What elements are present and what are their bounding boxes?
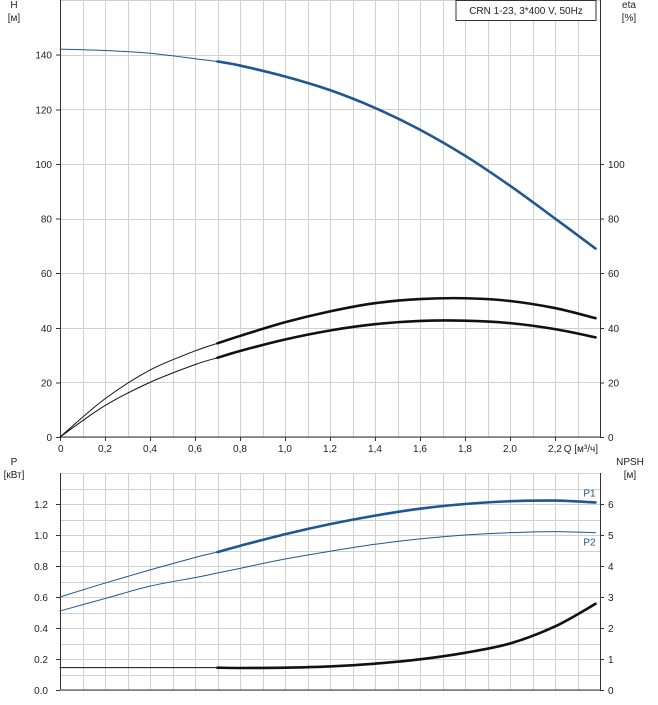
x-tick-label: 1,6 — [413, 444, 427, 455]
y-tick-label-left-bottom: 1.2 — [34, 500, 48, 511]
x-tick-label: 0,2 — [98, 444, 112, 455]
y-tick-label-left: 60 — [41, 269, 53, 280]
title-box-text: CRN 1-23, 3*400 V, 50Hz — [469, 6, 583, 17]
y-tick-label-left: 20 — [41, 378, 53, 389]
x-tick-label: 0,8 — [233, 444, 247, 455]
y-tick-label-right-bottom: 4 — [608, 562, 614, 573]
y-axis-label-left-bottom-unit: [кВт] — [4, 470, 25, 481]
grid-layer — [60, 0, 601, 691]
y-axis-label-right-bottom-unit: [м] — [624, 470, 637, 481]
axis-layer — [56, 0, 604, 691]
y-tick-label-right: 100 — [608, 160, 625, 171]
curve-p1-thin — [59, 551, 218, 598]
x-axis-label: Q [м³/ч] — [564, 444, 599, 455]
curve-eta-lower — [216, 319, 597, 360]
y-tick-label-right: 80 — [608, 215, 620, 226]
label-layer: 0 0,2 0,4 0,6 0,8 1,0 1,2 1,4 1,6 1,8 2,0 2,2 Q [м³/… — [4, 0, 644, 697]
y-tick-label-left: 120 — [35, 105, 52, 116]
y-tick-label-left: 140 — [35, 51, 52, 62]
x-tick-label: 1,2 — [323, 444, 337, 455]
y-tick-label-left: 80 — [41, 215, 53, 226]
y-tick-label-right-bottom: 5 — [608, 531, 614, 542]
y-tick-label-left: 100 — [35, 160, 52, 171]
x-tick-label: 0,4 — [143, 444, 157, 455]
y-tick-label-right-bottom: 0 — [608, 686, 614, 697]
y-tick-label-right-bottom: 1 — [608, 655, 614, 666]
curve-npsh — [216, 602, 597, 670]
y-tick-label-left: 0 — [46, 433, 52, 444]
curve-eta-upper-thin — [59, 342, 218, 438]
y-tick-label-right: 0 — [608, 433, 614, 444]
curve-h-thin — [59, 48, 218, 62]
series-label-p2: P2 — [583, 538, 596, 549]
x-tick-label: 2,0 — [503, 444, 517, 455]
x-tick-label: 1,8 — [458, 444, 472, 455]
y-axis-label-right-name: eta — [622, 0, 636, 11]
x-tick-label: 1,0 — [278, 444, 292, 455]
y-tick-label-left-bottom: 1.0 — [34, 531, 48, 542]
curve-p1 — [216, 499, 597, 554]
y-tick-label-right-bottom: 6 — [608, 500, 614, 511]
y-axis-label-left-unit: [м] — [8, 13, 21, 24]
y-tick-label-left: 40 — [41, 324, 53, 335]
y-tick-label-right: 20 — [608, 378, 620, 389]
curve-eta-lower-thin — [59, 357, 218, 438]
curve-eta-upper — [216, 296, 597, 345]
y-axis-label-right-bottom-name: NPSH — [616, 457, 644, 468]
y-tick-label-left-bottom: 0.6 — [34, 593, 48, 604]
y-tick-label-right-bottom: 2 — [608, 624, 614, 635]
x-tick-label: 0 — [58, 444, 64, 455]
y-axis-label-left-bottom-name: P — [11, 457, 18, 468]
y-tick-label-right: 40 — [608, 324, 620, 335]
y-axis-label-left-name: H — [10, 0, 17, 11]
y-tick-label-left-bottom: 0.8 — [34, 562, 48, 573]
y-tick-label-left-bottom: 0.0 — [34, 686, 48, 697]
y-axis-label-right-unit: [%] — [622, 13, 637, 24]
series-label-p1: P1 — [583, 488, 596, 499]
x-tick-label: 0,6 — [188, 444, 202, 455]
title-box — [455, 0, 597, 21]
y-tick-label-left-bottom: 0.2 — [34, 655, 48, 666]
curve-p2-thin — [59, 531, 596, 612]
x-tick-label: 2,2 — [548, 444, 562, 455]
curve-layer — [59, 48, 597, 670]
curve-h — [216, 60, 597, 250]
y-tick-label-right-bottom: 3 — [608, 593, 614, 604]
x-tick-label: 1,4 — [368, 444, 382, 455]
y-tick-label-right: 60 — [608, 269, 620, 280]
y-tick-label-left-bottom: 0.4 — [34, 624, 48, 635]
